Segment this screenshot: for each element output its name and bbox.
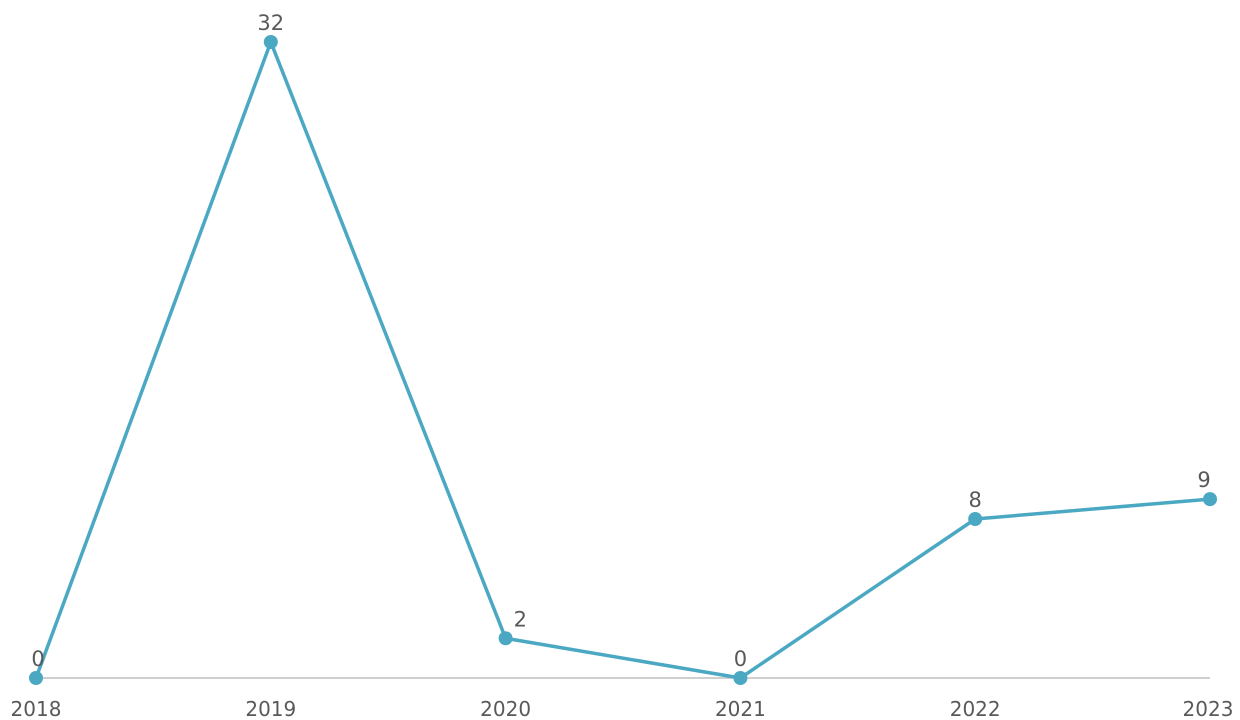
x-tick-label-2021: 2021 [715, 697, 766, 720]
data-label-2019: 32 [257, 11, 284, 35]
data-point-2018 [29, 671, 43, 685]
data-label-2023: 9 [1197, 468, 1210, 492]
x-tick-label-2018: 2018 [11, 697, 62, 720]
data-point-2022 [968, 512, 983, 526]
line-layer [34, 40, 1211, 680]
x-tick-label-2019: 2019 [245, 697, 296, 720]
data-point-2019 [263, 35, 278, 49]
series-line [34, 40, 1211, 680]
x-tick-label-2022: 2022 [950, 697, 1001, 720]
data-label-2021: 0 [734, 647, 747, 671]
data-point-2020 [498, 631, 513, 646]
data-label-2018: 0 [31, 647, 44, 671]
data-label-2022: 8 [969, 488, 982, 512]
tick-layer: 2018 2019 2020 2021 2022 2023 [11, 697, 1234, 720]
x-tick-label-2020: 2020 [480, 697, 531, 720]
point-layer [29, 35, 1217, 685]
x-tick-label-2023: 2023 [1183, 697, 1234, 720]
data-point-2023 [1203, 492, 1217, 507]
data-point-2021 [733, 671, 748, 685]
data-label-2020: 2 [514, 607, 527, 631]
